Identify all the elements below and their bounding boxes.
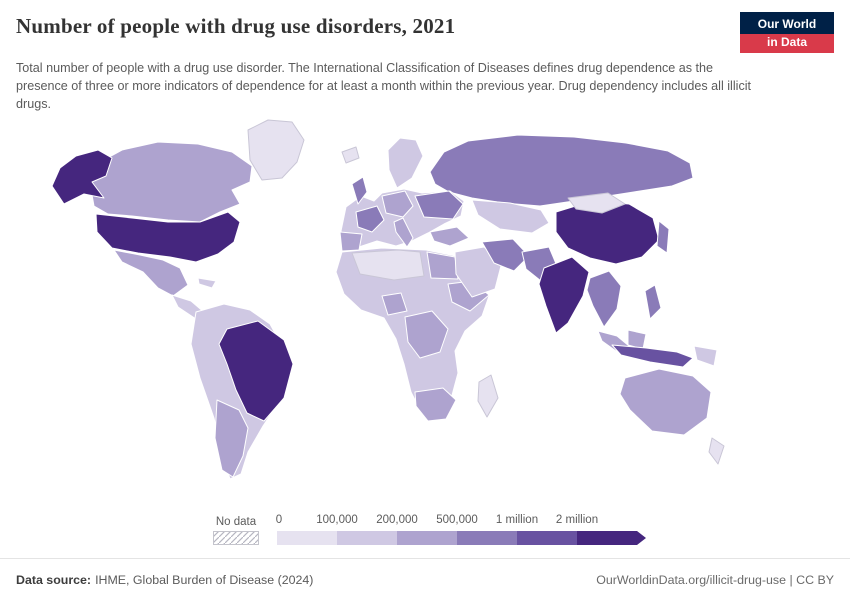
legend-tick-0: 0	[275, 514, 283, 526]
page-title: Number of people with drug use disorders…	[16, 14, 456, 38]
country-mexico[interactable]	[113, 249, 189, 297]
country-drc[interactable]	[404, 310, 449, 359]
data-source-label: Data source:	[16, 572, 92, 587]
country-brazil[interactable]	[218, 320, 294, 422]
no-data-label: No data	[215, 516, 257, 528]
country-south-africa[interactable]	[414, 387, 457, 422]
data-source-value[interactable]: IHME, Global Burden of Disease (2024)	[95, 572, 314, 587]
region-caribbean[interactable]	[197, 277, 217, 289]
chart-footer: Data source: IHME, Global Burden of Disea…	[0, 558, 850, 600]
owid-logo[interactable]: Our World in Data	[740, 12, 834, 53]
legend-tick-5: 2 million	[555, 514, 599, 526]
country-france[interactable]	[355, 205, 385, 233]
country-iceland[interactable]	[341, 146, 360, 164]
region-argentina-chile[interactable]	[214, 399, 249, 478]
legend-scale: 0 100,000 200,000 500,000 1 million 2 mi…	[275, 514, 646, 545]
region-ukraine-eastern-europe[interactable]	[414, 190, 464, 220]
country-turkey[interactable]	[429, 226, 470, 247]
country-madagascar[interactable]	[477, 374, 499, 418]
attribution-link[interactable]: OurWorldinData.org/illicit-drug-use | CC…	[596, 572, 834, 587]
legend-bin-3[interactable]	[457, 531, 517, 545]
data-source: Data source: IHME, Global Burden of Disea…	[16, 573, 313, 587]
region-scandinavia[interactable]	[387, 137, 424, 189]
country-alaska[interactable]	[51, 149, 113, 205]
country-united-states[interactable]	[95, 211, 241, 263]
country-egypt[interactable]	[426, 251, 459, 280]
legend-bin-4[interactable]	[517, 531, 577, 545]
legend-bin-1[interactable]	[337, 531, 397, 545]
legend-bin-0[interactable]	[277, 531, 337, 545]
region-arabian-peninsula[interactable]	[454, 246, 503, 298]
country-indonesia[interactable]	[611, 344, 694, 368]
country-papua-new-guinea[interactable]	[693, 345, 718, 367]
region-maghreb[interactable]	[351, 249, 425, 281]
country-japan[interactable]	[656, 220, 670, 254]
region-indochina[interactable]	[586, 270, 622, 328]
legend-tick-4: 1 million	[495, 514, 539, 526]
country-canada[interactable]	[89, 141, 253, 223]
map-legend: No data 0 100,000 200,000 500,000 1 mill…	[213, 514, 646, 545]
legend-tick-labels: 0 100,000 200,000 500,000 1 million 2 mi…	[275, 514, 637, 528]
legend-color-bar	[277, 531, 646, 545]
logo-text-line1: Our World	[757, 17, 817, 31]
country-australia[interactable]	[619, 368, 712, 436]
legend-tick-1: 100,000	[316, 514, 358, 526]
legend-no-data: No data	[213, 516, 259, 545]
legend-bin-2[interactable]	[397, 531, 457, 545]
region-kazakhstan[interactable]	[471, 199, 550, 234]
country-mongolia[interactable]	[567, 192, 626, 214]
country-united-kingdom[interactable]	[351, 176, 368, 205]
legend-tick-3: 500,000	[436, 514, 478, 526]
country-philippines[interactable]	[644, 284, 662, 320]
country-new-zealand[interactable]	[708, 437, 725, 465]
country-italy[interactable]	[393, 217, 414, 248]
country-iran[interactable]	[481, 238, 530, 272]
region-germany-central-europe[interactable]	[381, 190, 414, 218]
country-greenland[interactable]	[247, 119, 305, 181]
country-russia[interactable]	[429, 134, 694, 207]
chart-subtitle: Total number of people with a drug use d…	[16, 61, 752, 111]
no-data-swatch[interactable]	[213, 531, 259, 545]
world-choropleth-map	[51, 119, 725, 480]
country-india[interactable]	[538, 256, 590, 334]
region-iberia[interactable]	[339, 231, 363, 252]
chart-header: Number of people with drug use disorders…	[0, 0, 850, 114]
logo-text-line2: in Data	[740, 34, 834, 53]
country-nigeria[interactable]	[381, 292, 408, 316]
legend-tick-2: 200,000	[376, 514, 418, 526]
legend-arrow	[637, 531, 646, 545]
legend-bin-5[interactable]	[577, 531, 637, 545]
